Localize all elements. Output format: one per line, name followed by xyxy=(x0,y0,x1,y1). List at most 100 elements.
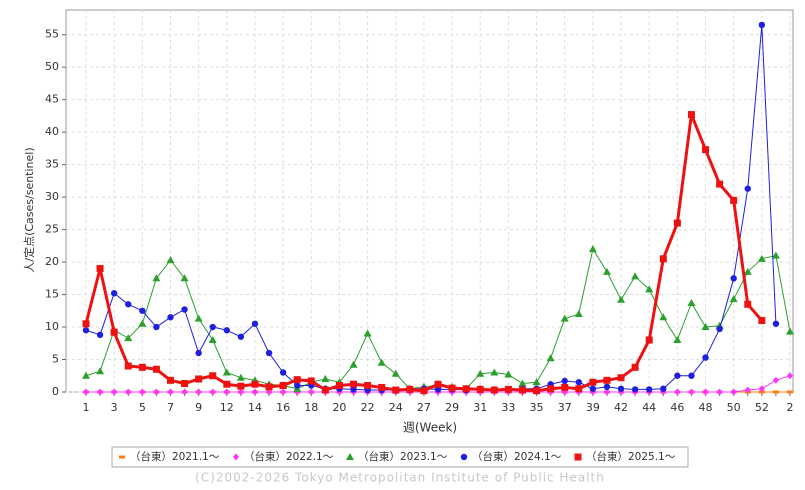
marker xyxy=(294,382,301,389)
marker xyxy=(589,378,597,386)
x-tick-label: 42 xyxy=(614,401,628,414)
marker xyxy=(659,255,667,263)
series-line xyxy=(85,248,791,390)
x-tick-label: 29 xyxy=(445,401,459,414)
marker xyxy=(237,333,245,340)
x-tick-label: 50 xyxy=(727,401,741,414)
x-tick-label: 24 xyxy=(389,401,403,414)
marker xyxy=(251,380,259,388)
marker xyxy=(349,360,358,368)
marker xyxy=(307,377,315,385)
marker xyxy=(233,453,239,461)
marker xyxy=(321,375,330,383)
marker xyxy=(787,372,793,380)
x-tick-label: 37 xyxy=(558,401,572,414)
marker xyxy=(772,320,780,327)
x-tick-label: 35 xyxy=(530,401,544,414)
marker xyxy=(688,388,695,396)
marker xyxy=(504,370,513,378)
marker xyxy=(603,376,611,384)
marker xyxy=(645,336,653,344)
marker xyxy=(153,323,160,331)
marker xyxy=(195,349,202,357)
marker xyxy=(617,374,625,382)
marker xyxy=(279,369,287,376)
marker xyxy=(97,388,104,396)
marker xyxy=(716,180,724,188)
marker xyxy=(110,290,118,297)
marker xyxy=(280,388,287,396)
marker xyxy=(378,383,386,391)
marker xyxy=(181,388,188,396)
marker xyxy=(346,453,354,460)
marker xyxy=(574,310,583,318)
marker xyxy=(688,372,695,379)
marker xyxy=(166,256,175,264)
marker xyxy=(730,196,738,204)
marker xyxy=(434,380,442,388)
series-line xyxy=(85,24,777,391)
marker xyxy=(265,383,273,391)
marker xyxy=(364,382,372,390)
marker xyxy=(96,331,104,339)
marker xyxy=(223,388,230,396)
marker xyxy=(533,387,541,395)
marker xyxy=(406,385,414,393)
marker xyxy=(195,388,202,396)
marker xyxy=(138,319,147,327)
marker xyxy=(504,385,512,393)
marker xyxy=(209,388,216,396)
marker xyxy=(125,388,132,396)
x-tick-label: 16 xyxy=(276,401,290,414)
marker xyxy=(195,375,203,383)
marker xyxy=(208,336,217,344)
marker xyxy=(561,383,569,391)
marker xyxy=(166,376,174,384)
y-tick-label: 10 xyxy=(45,320,59,333)
marker xyxy=(631,272,640,280)
marker xyxy=(460,453,468,461)
y-tick-label: 15 xyxy=(45,288,59,301)
marker xyxy=(279,382,287,390)
marker xyxy=(82,371,90,379)
x-tick-label: 18 xyxy=(304,401,318,414)
x-tick-label: 2 xyxy=(787,401,794,414)
marker xyxy=(771,251,780,259)
marker xyxy=(518,379,527,387)
x-tick-label: 52 xyxy=(755,401,769,414)
marker xyxy=(181,380,189,388)
legend-label: （台東）2023.1～ xyxy=(358,450,448,463)
marker xyxy=(167,388,174,396)
marker xyxy=(729,295,738,303)
marker xyxy=(646,386,653,393)
marker xyxy=(476,369,485,377)
marker xyxy=(237,382,245,390)
marker xyxy=(744,300,752,308)
marker xyxy=(673,219,681,227)
marker xyxy=(786,327,794,335)
marker xyxy=(787,390,793,394)
marker xyxy=(546,354,555,362)
marker xyxy=(645,285,654,293)
y-tick-label: 40 xyxy=(45,125,59,138)
y-tick-label: 30 xyxy=(45,190,59,203)
x-tick-label: 33 xyxy=(501,401,515,414)
marker xyxy=(321,386,329,394)
marker xyxy=(702,354,709,361)
marker xyxy=(772,390,779,394)
marker xyxy=(659,313,668,321)
marker xyxy=(744,386,751,394)
marker xyxy=(335,382,343,390)
marker xyxy=(730,275,737,282)
x-tick-label: 9 xyxy=(195,401,202,414)
y-tick-label: 25 xyxy=(45,223,59,236)
marker xyxy=(209,323,216,331)
marker xyxy=(575,379,582,386)
legend-label: （台東）2021.1～ xyxy=(130,450,220,463)
y-tick-label: 5 xyxy=(52,353,59,366)
marker xyxy=(251,388,258,396)
marker xyxy=(377,358,386,366)
marker xyxy=(547,385,555,393)
marker xyxy=(119,455,125,459)
marker xyxy=(194,314,203,322)
